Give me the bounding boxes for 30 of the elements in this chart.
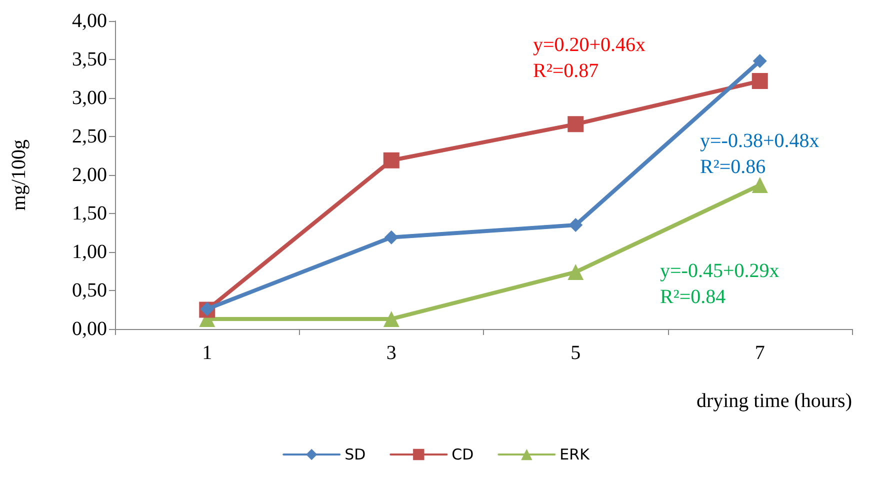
point [752, 54, 767, 68]
point [383, 152, 400, 168]
y-tick-label: 1,50 [72, 202, 107, 224]
y-tick-label: 0,00 [72, 318, 107, 340]
x-tick-label: 7 [754, 342, 765, 364]
x-tick-label: 1 [202, 342, 212, 364]
x-tick-label: 5 [570, 342, 581, 364]
y-tick-label: 0,50 [72, 280, 107, 302]
y-tick-label: 2,00 [72, 164, 107, 186]
point [383, 310, 400, 327]
y-tick-label: 3,00 [72, 87, 107, 109]
point [384, 230, 398, 244]
y-tick-label: 4,00 [72, 10, 107, 32]
point [752, 177, 768, 194]
legend-label: CD [452, 446, 474, 464]
annotation: y=-0.45+0.29x R²=0.84 [660, 260, 780, 308]
legend-label: ERK [560, 446, 591, 464]
x-tick-label: 3 [386, 342, 396, 364]
point [568, 218, 583, 232]
point [568, 116, 584, 132]
point [568, 264, 584, 280]
point [752, 73, 768, 90]
y-tick-label: 2,50 [72, 126, 107, 148]
annotation: y=0.20+0.46x R²=0.87 [533, 34, 646, 82]
annotation: y=-0.38+0.48x R²=0.86 [700, 130, 820, 178]
y-tick-label: 1,00 [72, 241, 107, 263]
y-tick-label: 3,50 [72, 48, 107, 70]
y-axis-title: mg/100g [8, 139, 30, 211]
x-axis-title: drying time (hours) [696, 390, 852, 412]
legend-label: SD [344, 446, 366, 464]
